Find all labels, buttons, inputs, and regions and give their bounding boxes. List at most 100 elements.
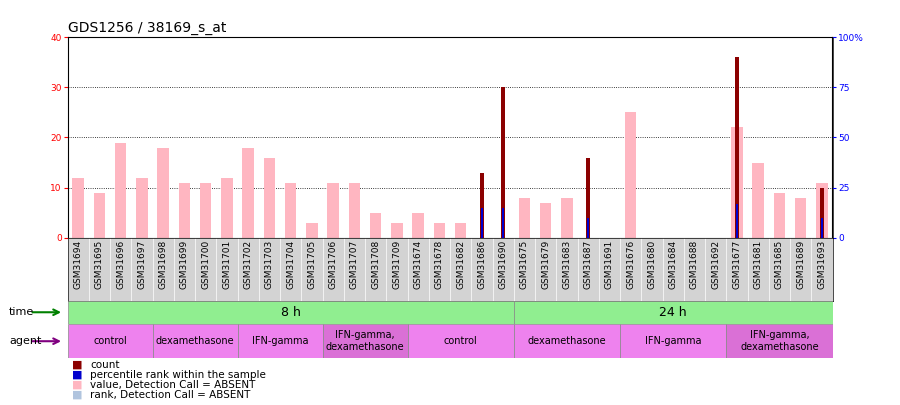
Bar (502, 208, 504, 238)
Bar (454, 223, 466, 238)
Bar (481, 208, 482, 238)
Bar (412, 213, 424, 238)
Bar (620, 324, 726, 358)
Text: GSM31693: GSM31693 (817, 240, 826, 289)
Text: count: count (90, 360, 120, 369)
Text: GSM31705: GSM31705 (308, 240, 317, 289)
Text: GDS1256 / 38169_s_at: GDS1256 / 38169_s_at (68, 21, 226, 35)
Text: GSM31676: GSM31676 (626, 240, 635, 289)
Bar (284, 188, 296, 238)
Bar (726, 324, 832, 358)
Bar (752, 188, 764, 238)
Bar (412, 213, 424, 238)
Bar (284, 183, 296, 238)
Bar (158, 147, 169, 238)
Bar (561, 208, 572, 238)
Text: GSM31679: GSM31679 (541, 240, 550, 289)
Text: GSM31686: GSM31686 (477, 240, 486, 289)
Bar (178, 183, 190, 238)
Bar (221, 188, 233, 238)
Bar (625, 168, 636, 238)
Text: ■: ■ (72, 380, 83, 390)
Bar (408, 324, 514, 358)
Bar (816, 188, 828, 238)
Bar (178, 188, 190, 238)
Bar (242, 147, 254, 238)
Text: GSM31699: GSM31699 (180, 240, 189, 289)
Bar (94, 193, 105, 238)
Text: GSM31704: GSM31704 (286, 240, 295, 289)
Bar (391, 223, 402, 238)
Bar (480, 173, 484, 238)
Text: GSM31677: GSM31677 (733, 240, 742, 289)
Text: control: control (93, 336, 127, 346)
Text: agent: agent (9, 336, 41, 346)
Text: GSM31678: GSM31678 (435, 240, 444, 289)
Bar (94, 198, 105, 238)
Bar (68, 301, 514, 324)
Bar (221, 177, 233, 238)
Bar (625, 113, 636, 238)
Bar (561, 198, 572, 238)
Text: GSM31701: GSM31701 (222, 240, 231, 289)
Text: 24 h: 24 h (660, 306, 687, 319)
Text: GSM31707: GSM31707 (350, 240, 359, 289)
Bar (72, 188, 84, 238)
Bar (518, 198, 530, 238)
Text: value, Detection Call = ABSENT: value, Detection Call = ABSENT (90, 380, 256, 390)
Bar (434, 223, 446, 238)
Bar (752, 162, 764, 238)
Bar (328, 183, 339, 238)
Bar (586, 158, 590, 238)
Bar (434, 223, 446, 238)
Text: rank, Detection Call = ABSENT: rank, Detection Call = ABSENT (90, 390, 250, 400)
Text: GSM31687: GSM31687 (583, 240, 592, 289)
Text: percentile rank within the sample: percentile rank within the sample (90, 370, 266, 379)
Text: GSM31689: GSM31689 (796, 240, 806, 289)
Bar (795, 198, 806, 238)
Text: time: time (9, 307, 34, 317)
Bar (72, 177, 84, 238)
Text: dexamethasone: dexamethasone (527, 336, 607, 346)
Bar (348, 183, 360, 238)
Bar (795, 198, 806, 238)
Text: IFN-gamma,
dexamethasone: IFN-gamma, dexamethasone (326, 330, 404, 352)
Text: GSM31680: GSM31680 (647, 240, 656, 289)
Text: GSM31682: GSM31682 (456, 240, 465, 289)
Bar (816, 183, 828, 238)
Bar (328, 188, 339, 238)
Text: GSM31690: GSM31690 (499, 240, 508, 289)
Text: ■: ■ (72, 370, 83, 379)
Text: GSM31697: GSM31697 (138, 240, 147, 289)
Bar (158, 188, 169, 238)
Bar (731, 128, 742, 238)
Bar (152, 324, 238, 358)
Bar (242, 183, 254, 238)
Bar (200, 183, 212, 238)
Text: GSM31696: GSM31696 (116, 240, 125, 289)
Bar (540, 202, 552, 238)
Bar (821, 218, 823, 238)
Text: GSM31698: GSM31698 (158, 240, 167, 289)
Bar (734, 58, 739, 238)
Text: GSM31703: GSM31703 (265, 240, 274, 289)
Bar (136, 177, 148, 238)
Bar (540, 208, 552, 238)
Text: control: control (444, 336, 478, 346)
Bar (200, 188, 212, 238)
Bar (820, 188, 824, 238)
Bar (68, 324, 152, 358)
Bar (391, 223, 402, 238)
Text: GSM31684: GSM31684 (669, 240, 678, 289)
Text: GSM31681: GSM31681 (753, 240, 762, 289)
Bar (115, 177, 127, 238)
Bar (136, 188, 148, 238)
Text: GSM31695: GSM31695 (94, 240, 104, 289)
Bar (773, 193, 785, 238)
Bar (348, 188, 360, 238)
Bar (264, 188, 275, 238)
Bar (773, 198, 785, 238)
Bar (518, 198, 530, 238)
Text: 8 h: 8 h (281, 306, 301, 319)
Text: IFN-gamma,
dexamethasone: IFN-gamma, dexamethasone (740, 330, 819, 352)
